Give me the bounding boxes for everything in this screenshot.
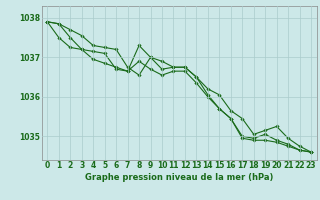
X-axis label: Graphe pression niveau de la mer (hPa): Graphe pression niveau de la mer (hPa)	[85, 173, 273, 182]
